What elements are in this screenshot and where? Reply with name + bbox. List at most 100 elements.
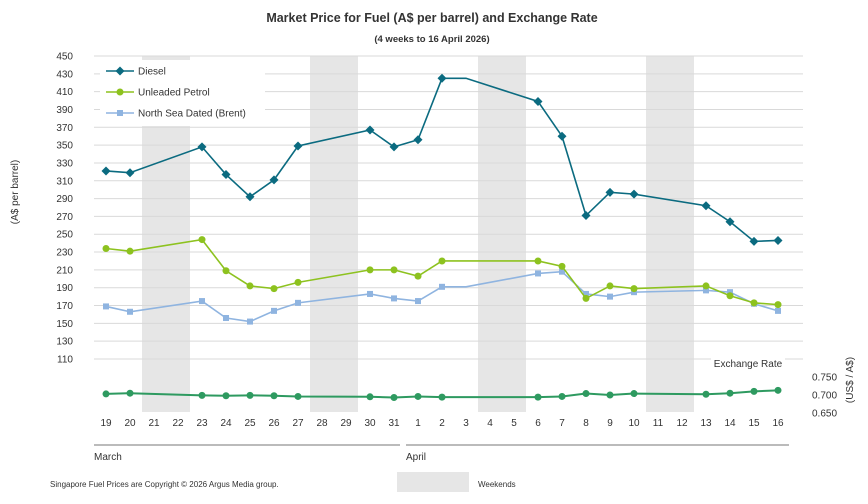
x-tick-label: 15 <box>748 418 760 429</box>
x-tick-label: 5 <box>511 418 517 429</box>
exchange-rate-point <box>366 393 374 401</box>
copyright-note: Singapore Fuel Prices are Copyright © 20… <box>50 480 279 489</box>
diesel-point <box>605 187 615 197</box>
diesel-point <box>293 141 303 151</box>
unleaded-petrol-point <box>750 299 758 307</box>
exchange-rate-point <box>102 390 110 398</box>
north-sea-dated-brent-point <box>391 295 397 302</box>
unleaded-petrol-point <box>558 262 566 270</box>
exchange-rate-point <box>414 392 422 400</box>
diesel-point <box>221 170 231 180</box>
x-tick-label: 20 <box>124 418 136 429</box>
legend-marker <box>115 66 125 76</box>
x-tick-label: 2 <box>439 418 445 429</box>
diesel-point <box>773 235 783 245</box>
north-sea-dated-brent-point <box>247 318 253 325</box>
y-tick-label: 330 <box>56 158 73 169</box>
exchange-rate-point <box>438 393 446 401</box>
exchange-rate-point <box>534 393 542 401</box>
x-tick-label: 14 <box>724 418 736 429</box>
unleaded-petrol-point <box>582 294 590 302</box>
diesel-point <box>269 175 279 185</box>
exchange-rate-label-box <box>711 356 785 371</box>
diesel-point <box>437 73 447 83</box>
north-sea-dated-brent-point <box>583 290 589 297</box>
x-tick-label: 12 <box>676 418 688 429</box>
exchange-rate-line <box>105 389 779 399</box>
x-tick-label: 4 <box>487 418 493 429</box>
unleaded-petrol-point <box>390 266 398 274</box>
unleaded-petrol-point <box>726 292 734 300</box>
x-tick-label: 26 <box>268 418 280 429</box>
right-tick-label: 0.650 <box>812 409 837 420</box>
x-tick-label: 16 <box>772 418 784 429</box>
month-labels: March April <box>94 444 789 463</box>
x-tick-label: 19 <box>100 418 112 429</box>
x-tick-label: 27 <box>292 418 304 429</box>
north-sea-dated-brent-point <box>607 293 613 300</box>
series-unleaded-petrol <box>102 236 782 309</box>
legend-label: North Sea Dated (Brent) <box>138 109 246 120</box>
y-tick-label: 370 <box>56 123 73 134</box>
north-sea-dated-brent-point <box>103 303 109 310</box>
unleaded-petrol-point <box>630 285 638 293</box>
unleaded-petrol-point <box>774 301 782 309</box>
exchange-rate-point <box>126 389 134 397</box>
exchange-rate-point <box>222 392 230 400</box>
legend-item-north-sea-dated-brent: North Sea Dated (Brent) <box>106 109 246 120</box>
north-sea-dated-brent-point <box>703 287 709 294</box>
diesel-point <box>365 125 375 135</box>
x-tick-label: 1 <box>415 418 421 429</box>
x-tick-label: 10 <box>628 418 640 429</box>
chart-title: Market Price for Fuel (A$ per barrel) an… <box>266 11 597 25</box>
x-tick-label: 29 <box>340 418 352 429</box>
north-sea-dated-brent-point <box>367 290 373 297</box>
exchange-rate-point <box>246 391 254 399</box>
x-tick-label: 25 <box>244 418 256 429</box>
month-label: March <box>94 452 122 463</box>
legend-label: Unleaded Petrol <box>138 88 210 99</box>
y-axis-ticks: 110 130 150 170 190 210 230 250 270 290 310 330 350 3… <box>56 52 73 366</box>
exchange-rate-point <box>726 389 734 397</box>
unleaded-petrol-point <box>198 236 206 244</box>
unleaded-petrol-point <box>246 282 254 290</box>
unleaded-petrol-point <box>366 266 374 274</box>
exchange-rate-point <box>198 391 206 399</box>
x-tick-label: 31 <box>388 418 400 429</box>
x-tick-label: 22 <box>172 418 184 429</box>
right-tick-label: 0.750 <box>812 373 837 384</box>
series-north-sea-dated-brent <box>103 268 781 325</box>
x-tick-label: 9 <box>607 418 613 429</box>
diesel-point <box>413 135 423 145</box>
diesel-point <box>125 168 135 178</box>
north-sea-dated-brent-point <box>535 270 541 277</box>
north-sea-dated-brent-point <box>631 289 637 296</box>
north-sea-dated-brent-point <box>559 268 565 275</box>
diesel-point <box>629 189 639 199</box>
unleaded-petrol-point <box>126 247 134 255</box>
y-tick-label: 410 <box>56 87 73 98</box>
y-tick-label: 110 <box>57 355 73 366</box>
y-tick-label: 230 <box>56 248 73 259</box>
x-tick-label: 11 <box>653 418 664 429</box>
x-tick-label: 3 <box>463 418 469 429</box>
x-tick-label: 7 <box>559 418 565 429</box>
diesel-point <box>725 217 735 227</box>
exchange-rate-point <box>630 390 638 398</box>
exchange-rate-label: Exchange Rate <box>714 359 783 370</box>
unleaded-petrol-point <box>222 267 230 275</box>
exchange-rate-point <box>294 392 302 400</box>
weekends-label: Weekends <box>478 480 516 489</box>
legend: Diesel Unleaded Petrol North Sea Dated (Br… <box>100 60 265 126</box>
exchange-rate-point <box>270 392 278 400</box>
y-tick-label: 430 <box>56 69 73 80</box>
diesel-point <box>701 201 711 211</box>
unleaded-petrol-point <box>294 278 302 286</box>
legend-label: Diesel <box>138 67 166 78</box>
north-sea-dated-brent-point <box>775 307 781 314</box>
unleaded-petrol-point <box>414 272 422 280</box>
y-tick-label: 290 <box>56 194 73 205</box>
unleaded-petrol-point <box>606 282 614 290</box>
exchange-rate-point <box>606 391 614 399</box>
